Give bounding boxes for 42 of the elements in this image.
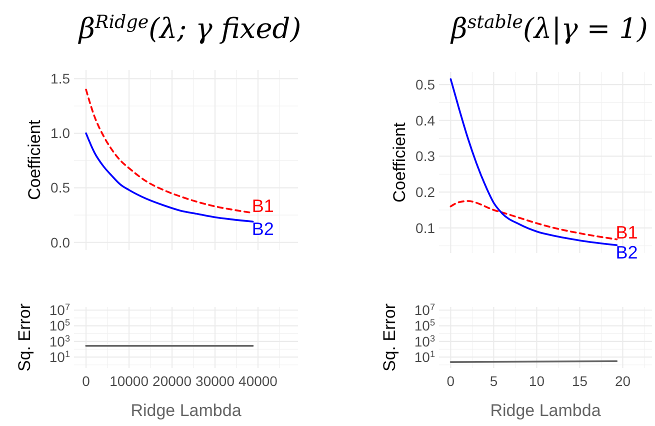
y-tick-label: 0.3	[416, 148, 436, 164]
x-axis-title: Ridge Lambda	[490, 401, 602, 420]
y-axis-title: Sq. Error	[15, 303, 34, 372]
y-tick-label: 1.5	[50, 70, 70, 87]
chart-title: β$^{stable}$(λ|γ = 1)	[450, 12, 648, 45]
x-tick-label: 15	[572, 373, 588, 389]
y-tick-label: 10$^{5}$	[414, 318, 435, 334]
x-tick-label: 20000	[152, 373, 192, 389]
x-tick-label: 30000	[196, 373, 235, 389]
line-series	[450, 78, 618, 246]
y-tick-label: 10$^{7}$	[414, 302, 435, 318]
y-tick-label: 10$^{3}$	[49, 333, 70, 350]
line-series	[450, 200, 618, 240]
y-tick-label: 0.5	[50, 180, 70, 196]
y-tick-label: 10$^{1}$	[414, 348, 435, 365]
x-tick-label: 10	[528, 373, 545, 389]
y-tick-label: 10$^{1}$	[49, 348, 70, 365]
y-tick-label: 0.0	[50, 234, 70, 250]
y-tick-label: 0.1	[416, 220, 436, 236]
x-axis-title: Ridge Lambda	[130, 401, 242, 420]
x-tick-label: 40000	[238, 373, 278, 389]
y-axis-title: Coefficient	[25, 120, 44, 200]
series-label: B2	[616, 242, 638, 263]
series-label: B1	[252, 196, 274, 216]
y-tick-label: 0.5	[416, 76, 436, 92]
x-tick-label: 20	[614, 373, 631, 389]
y-axis-title: Sq. Error	[380, 303, 399, 372]
y-tick-label: 0.2	[416, 184, 436, 200]
series-label: B1	[616, 222, 638, 242]
x-tick-label: 10000	[110, 373, 149, 389]
line-series	[85, 132, 254, 223]
y-tick-label: 10$^{3}$	[414, 333, 435, 350]
x-tick-label: 5	[490, 373, 498, 389]
x-tick-label: 0	[82, 373, 90, 389]
y-tick-label: 1.0	[50, 125, 70, 142]
series-label: B2	[252, 219, 274, 240]
x-tick-label: 0	[446, 373, 455, 389]
y-tick-label: 10$^{5}$	[49, 318, 70, 334]
y-tick-label: 0.4	[416, 112, 436, 128]
y-tick-label: 10$^{7}$	[49, 302, 70, 318]
y-axis-title: Coefficient	[390, 122, 409, 203]
chart-title: β$^{Ridge}$(λ; γ fixed)	[78, 12, 302, 45]
